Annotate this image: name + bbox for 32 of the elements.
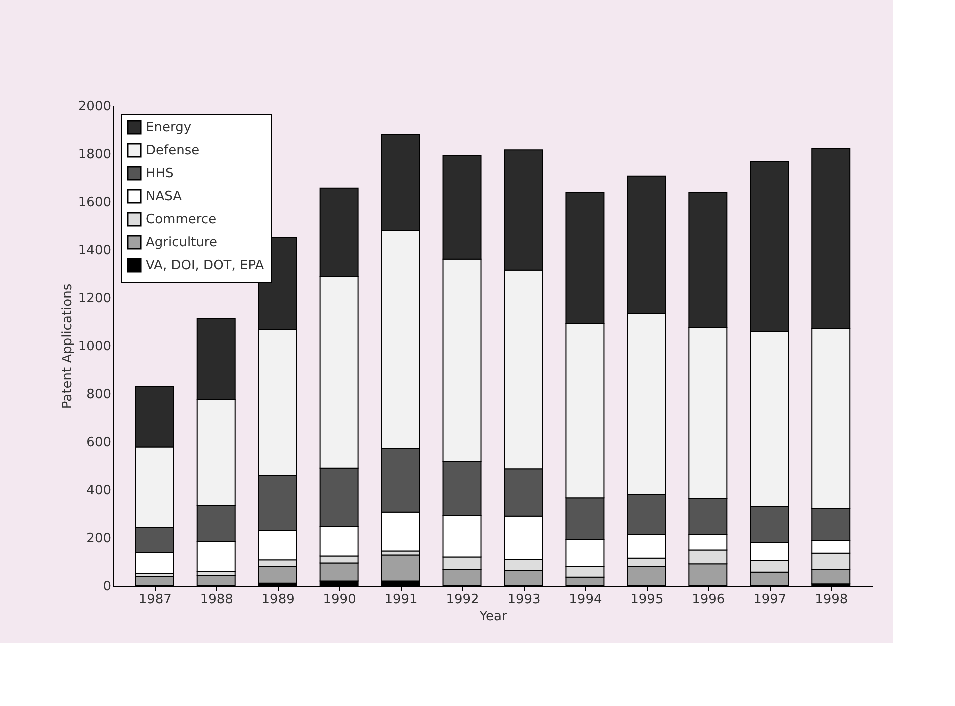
legend-label: Defense bbox=[146, 144, 200, 158]
y-tick-label: 800 bbox=[86, 388, 112, 402]
y-tick-label: 1800 bbox=[78, 148, 112, 162]
y-tick-label: 0 bbox=[103, 580, 112, 594]
x-tick-label: 1997 bbox=[754, 592, 787, 608]
y-tick-label: 200 bbox=[86, 532, 112, 546]
legend-label: Energy bbox=[146, 120, 192, 136]
legend-label: VA, DOI, DOT, EPA bbox=[146, 258, 264, 274]
x-tick-label: 1988 bbox=[200, 592, 234, 608]
y-tick-label: 1600 bbox=[78, 196, 112, 210]
x-tick-label: 1991 bbox=[384, 592, 418, 608]
legend-label: NASA bbox=[146, 190, 182, 204]
x-tick-label: 1995 bbox=[630, 592, 664, 608]
y-tick-label: 400 bbox=[86, 484, 112, 498]
legend-label: Agriculture bbox=[146, 236, 218, 250]
x-axis-title: Year bbox=[478, 610, 508, 624]
y-tick-label: 1200 bbox=[78, 292, 112, 306]
x-tick-label: 1987 bbox=[138, 592, 172, 608]
legend-label: HHS bbox=[146, 166, 174, 182]
x-tick-label: 1998 bbox=[815, 592, 848, 608]
y-tick-label: 1000 bbox=[78, 340, 112, 354]
x-tick-label: 1996 bbox=[692, 592, 726, 608]
y-tick-label: 600 bbox=[86, 436, 112, 450]
x-tick-label: 1994 bbox=[569, 592, 602, 608]
x-tick-label: 1989 bbox=[262, 592, 295, 608]
x-tick-label: 1993 bbox=[508, 592, 541, 608]
y-axis-title: Patent Applications bbox=[60, 284, 76, 410]
y-tick-label: 2000 bbox=[78, 100, 112, 114]
x-tick-label: 1992 bbox=[446, 592, 480, 608]
x-tick-label: 1990 bbox=[323, 592, 356, 608]
y-tick-label: 1400 bbox=[78, 244, 112, 258]
legend-label: Commerce bbox=[146, 212, 217, 228]
